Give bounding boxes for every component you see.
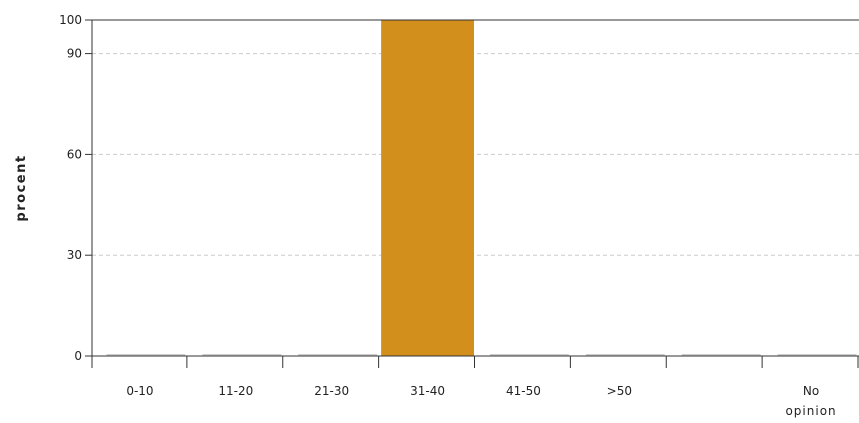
- bar: [585, 354, 665, 356]
- bar: [681, 354, 761, 356]
- y-ticks: 0 30 60 90 100: [59, 13, 92, 363]
- bar: [298, 354, 378, 356]
- x-tick-label-line: opinion: [785, 404, 836, 418]
- bars: [106, 20, 857, 356]
- x-tick-label: 21-30: [314, 384, 349, 398]
- x-tick-label-line: No: [803, 384, 819, 398]
- bar: [490, 354, 569, 356]
- y-tick-label: 0: [74, 349, 82, 363]
- bar: [106, 354, 186, 356]
- y-tick-label: 60: [67, 147, 82, 161]
- x-tick-label: No opinion: [785, 384, 836, 418]
- bar: [381, 20, 474, 356]
- x-ticks: 0-10 11-20 21-30 31-40 41-50 >50 No opinion: [91, 356, 859, 418]
- axes: [91, 19, 859, 357]
- bar: [202, 354, 282, 356]
- y-tick-label: 30: [67, 248, 82, 262]
- x-tick-label: 11-20: [218, 384, 253, 398]
- y-tick-label: 90: [67, 47, 82, 61]
- x-tick-label: 41-50: [506, 384, 541, 398]
- x-tick-label: 31-40: [410, 384, 445, 398]
- y-axis-label: procent: [14, 154, 29, 221]
- y-tick-label: 100: [59, 13, 82, 27]
- x-tick-label: 0-10: [126, 384, 153, 398]
- grid-lines: [92, 53, 859, 256]
- bar: [777, 354, 857, 356]
- x-tick-label: >50: [607, 384, 632, 398]
